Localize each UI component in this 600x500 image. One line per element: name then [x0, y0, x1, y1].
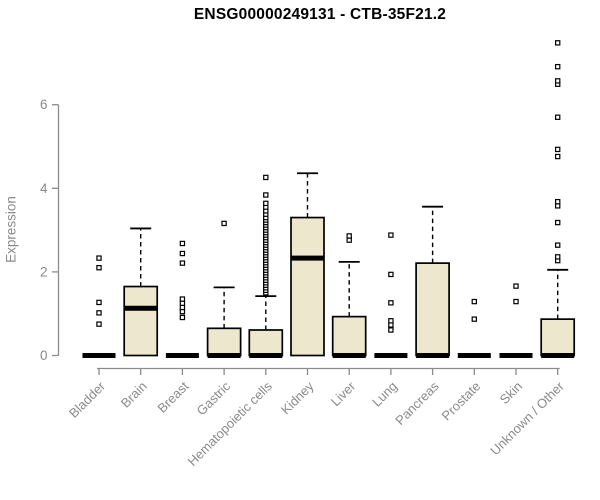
x-tick-label: Gastric	[194, 378, 234, 418]
x-tick-label: Breast	[154, 378, 191, 415]
outlier-point	[554, 78, 561, 84]
outlier-point	[471, 316, 478, 322]
x-tick-label: Skin	[497, 379, 525, 407]
outlier-point	[554, 254, 561, 260]
outlier-point	[388, 322, 394, 328]
median-line	[374, 353, 408, 358]
outlier-point	[179, 260, 186, 266]
outlier-point	[388, 271, 394, 278]
box-group	[540, 318, 576, 357]
median-line	[332, 353, 366, 358]
outlier-point	[179, 296, 186, 302]
median-line	[291, 255, 324, 261]
outlier-point	[388, 300, 394, 306]
median-line	[499, 353, 533, 358]
x-tick-label: Lung	[369, 379, 400, 410]
outlier-point	[471, 298, 478, 305]
outlier-point	[96, 265, 102, 271]
y-tick-label: 4	[40, 181, 48, 196]
x-tick-label: Unknown / Other	[487, 378, 567, 458]
box-group	[415, 262, 450, 357]
outlier-point	[554, 114, 561, 120]
outlier-point	[346, 237, 352, 243]
x-tick-label: Kidney	[278, 378, 317, 417]
x-tick-label: Liver	[328, 378, 359, 409]
y-tick-label: 2	[40, 264, 48, 279]
outlier-point	[388, 318, 394, 324]
median-line	[207, 353, 241, 358]
outlier-point	[179, 314, 186, 321]
outlier-point	[388, 232, 394, 238]
outlier-point	[96, 321, 102, 327]
outlier-point	[96, 255, 102, 261]
median-line	[457, 353, 491, 358]
outlier-point	[179, 250, 186, 257]
plot-title: ENSG00000249131 - CTB-35F21.2	[193, 6, 447, 23]
y-tick-label: 6	[40, 97, 48, 112]
outlier-point	[554, 242, 561, 248]
median-line	[249, 353, 283, 358]
outlier-point	[96, 310, 102, 316]
outlier-point	[513, 298, 519, 305]
outlier-point	[554, 146, 561, 153]
outlier-point	[554, 203, 561, 209]
outlier-point	[179, 308, 186, 315]
outlier-point	[554, 198, 561, 205]
median-line	[82, 353, 116, 358]
median-line	[541, 353, 575, 358]
box-group	[206, 327, 242, 357]
outlier-point	[263, 200, 269, 207]
median-line	[416, 353, 450, 358]
y-tick-label: 0	[40, 348, 48, 363]
outlier-point	[554, 153, 561, 160]
median-line	[165, 353, 199, 358]
x-tick-label: Pancreas	[392, 378, 442, 428]
outlier-point	[179, 300, 186, 306]
outlier-point	[179, 304, 186, 311]
x-tick-label: Bladder	[66, 378, 109, 421]
box-group	[331, 315, 367, 357]
box-group	[123, 285, 159, 357]
median-line	[124, 305, 158, 311]
outlier-point	[554, 40, 561, 46]
outlier-point	[263, 192, 269, 198]
x-tick-label: Brain	[118, 379, 150, 411]
outlier-point	[388, 327, 394, 333]
outlier-point	[221, 220, 227, 227]
x-tick-label: Prostate	[439, 379, 484, 424]
outlier-point	[554, 219, 561, 226]
box-group	[248, 329, 284, 357]
outlier-point	[263, 174, 269, 181]
outlier-point	[513, 283, 519, 289]
outlier-point	[554, 63, 561, 70]
box-group	[290, 216, 325, 357]
outlier-point	[179, 240, 186, 247]
outlier-point	[96, 299, 102, 306]
outlier-point	[346, 233, 352, 239]
